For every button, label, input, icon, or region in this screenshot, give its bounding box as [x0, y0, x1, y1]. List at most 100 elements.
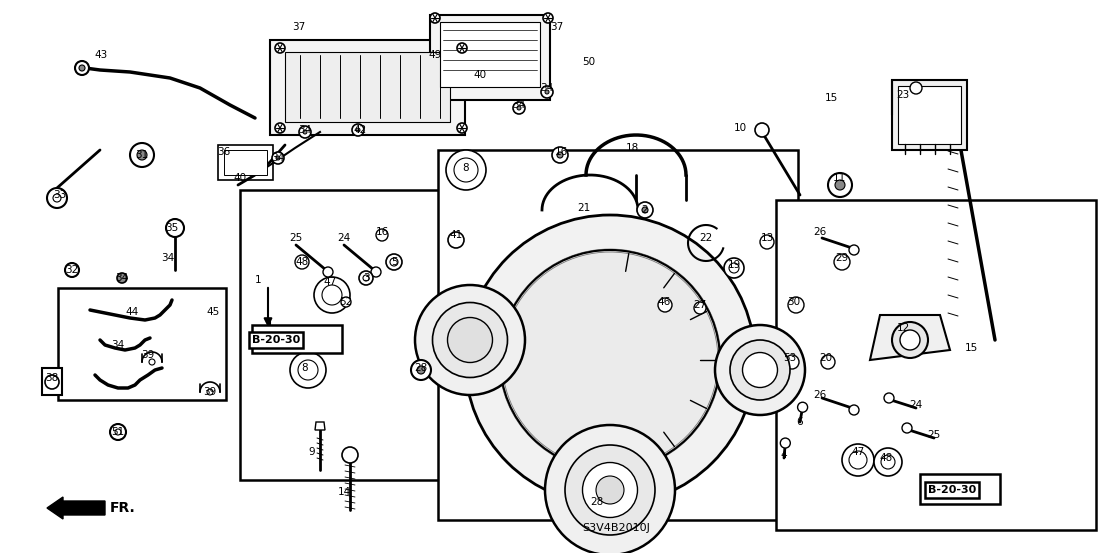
Text: 35: 35 — [165, 223, 178, 233]
FancyArrow shape — [47, 497, 105, 519]
Text: 14: 14 — [337, 487, 350, 497]
Circle shape — [910, 82, 922, 94]
Text: 5: 5 — [391, 257, 398, 267]
Circle shape — [207, 389, 213, 395]
Ellipse shape — [583, 462, 637, 518]
Bar — [218, 145, 273, 180]
Polygon shape — [315, 422, 325, 430]
Circle shape — [53, 194, 61, 202]
Text: 34: 34 — [115, 273, 129, 283]
Circle shape — [341, 297, 351, 307]
Text: 6: 6 — [797, 417, 803, 427]
Text: 27: 27 — [694, 300, 707, 310]
Circle shape — [780, 438, 790, 448]
Circle shape — [390, 258, 398, 266]
Circle shape — [47, 188, 66, 208]
Text: 38: 38 — [45, 373, 59, 383]
Text: 8: 8 — [301, 363, 308, 373]
Bar — [224, 150, 267, 175]
Circle shape — [821, 355, 835, 369]
Circle shape — [874, 448, 902, 476]
Text: 49: 49 — [429, 50, 442, 60]
Text: 26: 26 — [813, 227, 827, 237]
Circle shape — [835, 180, 845, 190]
Circle shape — [276, 156, 280, 160]
Text: 39: 39 — [142, 350, 155, 360]
Text: 8: 8 — [463, 163, 470, 173]
Circle shape — [517, 106, 521, 110]
Circle shape — [784, 355, 799, 369]
Bar — [240, 190, 440, 480]
Text: 16: 16 — [554, 147, 567, 157]
Text: 36: 36 — [217, 147, 230, 157]
Text: 2: 2 — [642, 205, 648, 215]
Circle shape — [386, 254, 402, 270]
Text: 34: 34 — [298, 125, 311, 135]
Circle shape — [592, 500, 602, 510]
Circle shape — [290, 352, 326, 388]
Circle shape — [75, 61, 89, 75]
Text: 15: 15 — [964, 343, 977, 353]
Circle shape — [298, 360, 318, 380]
Text: 3: 3 — [362, 273, 369, 283]
Circle shape — [275, 43, 285, 53]
Text: 40: 40 — [234, 173, 247, 183]
Circle shape — [411, 360, 431, 380]
Bar — [892, 80, 967, 150]
Text: 34: 34 — [112, 340, 124, 350]
Text: 34: 34 — [541, 83, 554, 93]
Ellipse shape — [715, 325, 806, 415]
Ellipse shape — [565, 445, 655, 535]
Text: 31: 31 — [135, 150, 148, 160]
Bar — [920, 474, 1001, 504]
Circle shape — [849, 451, 866, 469]
Ellipse shape — [545, 425, 675, 553]
Circle shape — [110, 424, 126, 440]
Text: 34: 34 — [271, 153, 285, 163]
Circle shape — [658, 298, 671, 312]
Bar — [270, 40, 465, 135]
FancyArrow shape — [960, 484, 978, 493]
Bar — [285, 52, 450, 122]
Text: 15: 15 — [824, 93, 838, 103]
Text: 40: 40 — [473, 70, 486, 80]
Circle shape — [545, 90, 548, 94]
Text: 24: 24 — [337, 233, 350, 243]
Circle shape — [543, 13, 553, 23]
Ellipse shape — [465, 215, 755, 505]
Circle shape — [324, 267, 334, 277]
Circle shape — [314, 277, 350, 313]
Text: 12: 12 — [896, 323, 910, 333]
Circle shape — [359, 271, 373, 285]
Circle shape — [552, 147, 568, 163]
Text: 43: 43 — [94, 50, 107, 60]
Circle shape — [275, 123, 285, 133]
Circle shape — [389, 257, 399, 267]
Circle shape — [45, 375, 59, 389]
Text: 9: 9 — [309, 447, 316, 457]
Text: 52: 52 — [339, 297, 352, 307]
Circle shape — [755, 123, 769, 137]
Text: 47: 47 — [851, 447, 864, 457]
Circle shape — [79, 65, 85, 71]
Circle shape — [371, 267, 381, 277]
Bar — [252, 325, 342, 353]
Text: 28: 28 — [414, 363, 428, 373]
Text: 28: 28 — [591, 497, 604, 507]
Circle shape — [352, 124, 365, 136]
Circle shape — [892, 322, 929, 358]
Text: 11: 11 — [832, 173, 845, 183]
Text: 39: 39 — [204, 387, 217, 397]
Circle shape — [724, 258, 743, 278]
Text: 21: 21 — [577, 203, 591, 213]
Text: S3V4B2010J: S3V4B2010J — [582, 523, 650, 533]
Text: 22: 22 — [699, 233, 712, 243]
Text: 51: 51 — [112, 427, 124, 437]
Text: 50: 50 — [583, 57, 596, 67]
Circle shape — [585, 493, 609, 517]
Circle shape — [115, 429, 121, 435]
Bar — [430, 15, 550, 100]
Circle shape — [448, 232, 464, 248]
Text: 18: 18 — [625, 143, 638, 153]
Circle shape — [760, 235, 774, 249]
